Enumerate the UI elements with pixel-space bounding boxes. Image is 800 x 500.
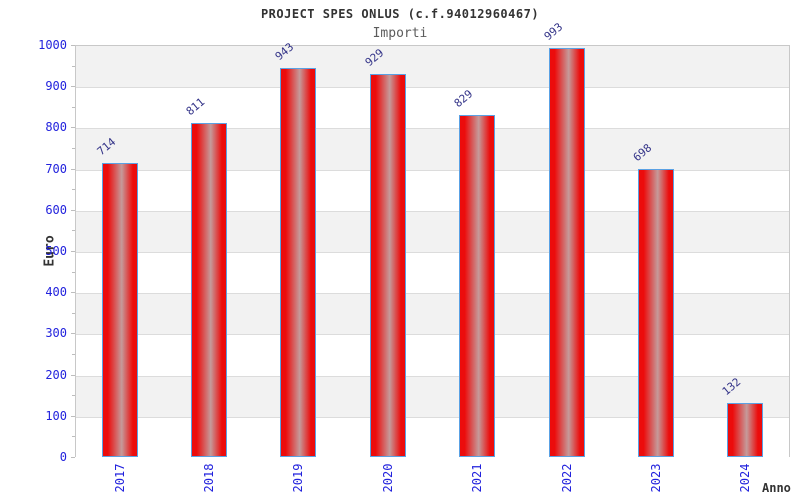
- plot-band: [76, 334, 789, 376]
- y-minor-tick-mark: [72, 230, 75, 232]
- y-minor-tick-mark: [72, 312, 75, 314]
- plot-band: [76, 128, 789, 170]
- x-tick-label-2017: 2017: [112, 463, 127, 493]
- y-tick-mark: [71, 457, 75, 458]
- x-tick-label-2023: 2023: [648, 463, 663, 493]
- bar-2022: [548, 47, 585, 457]
- y-tick-mark: [71, 45, 75, 46]
- y-tick-label: 0: [59, 450, 67, 464]
- y-tick-label: 500: [45, 244, 67, 258]
- y-tick-mark: [71, 251, 75, 252]
- y-tick-label: 900: [45, 79, 67, 94]
- y-minor-tick-mark: [72, 354, 75, 355]
- gridline: [76, 210, 789, 212]
- y-tick-mark: [71, 86, 75, 88]
- y-tick-mark: [71, 415, 75, 417]
- x-tick-label-2024: 2024: [738, 463, 753, 493]
- y-minor-tick-mark: [72, 271, 75, 273]
- y-tick-label: 100: [45, 408, 67, 423]
- plot-band: [76, 375, 789, 417]
- gridline: [76, 334, 789, 336]
- y-minor-tick-mark: [72, 106, 75, 108]
- y-tick-label: 800: [45, 120, 67, 135]
- x-tick-label-2021: 2021: [470, 463, 485, 493]
- bar-2019: [280, 68, 317, 457]
- y-tick-mark: [71, 333, 75, 335]
- plot-band: [76, 416, 789, 458]
- plot-band: [76, 87, 789, 129]
- y-tick-label: 600: [45, 202, 67, 217]
- gridline: [76, 416, 789, 418]
- x-axis-title: Anno: [762, 481, 791, 495]
- y-tick-mark: [71, 127, 75, 129]
- y-tick-mark: [71, 168, 75, 170]
- x-tick-label-2019: 2019: [291, 463, 306, 493]
- bar-2021: [459, 115, 496, 457]
- gridline: [76, 252, 789, 253]
- y-minor-tick-mark: [72, 65, 75, 67]
- bar-2018: [191, 122, 228, 457]
- y-tick-label: 400: [45, 285, 67, 300]
- plot-band: [76, 210, 789, 252]
- y-tick-label: 300: [45, 326, 67, 341]
- plot-band: [76, 252, 789, 294]
- y-minor-tick-mark: [72, 189, 75, 191]
- plot-band: [76, 169, 789, 211]
- chart-subtitle: Importi: [372, 26, 428, 41]
- gridline: [76, 169, 789, 171]
- bar-2024: [727, 402, 764, 457]
- gridline: [76, 128, 789, 130]
- plot-band: [76, 293, 789, 335]
- y-tick-mark: [71, 374, 75, 376]
- chart-title: PROJECT SPES ONLUS (c.f.94012960467): [260, 7, 540, 21]
- y-tick-mark: [71, 209, 75, 211]
- y-tick-label: 1000: [38, 38, 67, 52]
- x-tick-label-2022: 2022: [559, 463, 574, 493]
- gridline: [76, 375, 789, 377]
- bar-2020: [369, 74, 406, 457]
- y-minor-tick-mark: [72, 148, 75, 149]
- x-tick-label-2020: 2020: [380, 463, 395, 493]
- gridline: [76, 293, 789, 295]
- gridline: [76, 87, 789, 89]
- y-minor-tick-mark: [72, 395, 75, 397]
- plot-area: [75, 45, 790, 458]
- bar-2023: [637, 169, 674, 457]
- y-tick-label: 700: [45, 161, 67, 176]
- y-tick-label: 200: [45, 367, 67, 382]
- bar-2017: [101, 162, 138, 457]
- y-tick-mark: [71, 292, 75, 294]
- plot-band: [76, 46, 789, 88]
- x-tick-label-2018: 2018: [202, 463, 217, 493]
- y-minor-tick-mark: [72, 436, 75, 438]
